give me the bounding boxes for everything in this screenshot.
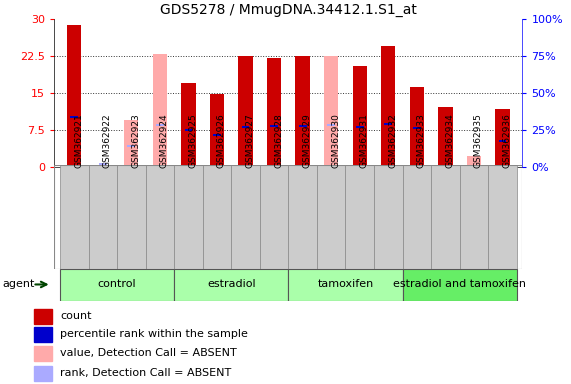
Bar: [345, 165, 374, 269]
Bar: [260, 165, 288, 269]
Text: GSM362921: GSM362921: [74, 114, 83, 168]
Text: count: count: [61, 311, 92, 321]
Text: percentile rank within the sample: percentile rank within the sample: [61, 329, 248, 339]
Bar: [70, 116, 78, 118]
Bar: [374, 165, 403, 269]
Bar: [34, 327, 53, 342]
Bar: [127, 146, 135, 147]
Bar: [146, 165, 174, 269]
Bar: [270, 125, 278, 127]
Bar: [496, 109, 510, 167]
Bar: [288, 270, 403, 301]
Bar: [413, 127, 421, 129]
Bar: [317, 165, 345, 269]
Bar: [467, 156, 481, 167]
Bar: [356, 126, 364, 127]
Bar: [203, 165, 231, 269]
Text: GSM362930: GSM362930: [331, 113, 340, 168]
Text: control: control: [98, 280, 136, 290]
Bar: [231, 165, 260, 269]
Bar: [153, 54, 167, 167]
Bar: [34, 309, 53, 324]
Bar: [89, 165, 117, 269]
Bar: [213, 134, 221, 136]
Text: GSM362929: GSM362929: [303, 114, 312, 168]
Bar: [403, 270, 517, 301]
Text: GSM362923: GSM362923: [131, 114, 140, 168]
Bar: [410, 87, 424, 167]
Text: GSM362922: GSM362922: [103, 114, 112, 168]
Text: estradiol and tamoxifen: estradiol and tamoxifen: [393, 280, 526, 290]
Bar: [174, 165, 203, 269]
Bar: [239, 56, 253, 167]
Text: agent: agent: [3, 280, 35, 290]
Bar: [381, 46, 395, 167]
Bar: [403, 165, 431, 269]
Text: GSM362925: GSM362925: [188, 114, 198, 168]
Bar: [327, 124, 335, 126]
Text: GSM362934: GSM362934: [445, 114, 455, 168]
Bar: [384, 123, 392, 125]
Bar: [60, 165, 89, 269]
Bar: [156, 124, 164, 126]
Bar: [488, 165, 517, 269]
Text: GSM362931: GSM362931: [360, 113, 369, 168]
Bar: [184, 129, 192, 131]
Text: GSM362936: GSM362936: [502, 113, 512, 168]
Bar: [439, 107, 453, 167]
Bar: [324, 56, 338, 167]
Bar: [210, 94, 224, 167]
Text: value, Detection Call = ABSENT: value, Detection Call = ABSENT: [61, 348, 237, 358]
Bar: [353, 66, 367, 167]
Bar: [182, 83, 195, 167]
Bar: [67, 25, 82, 167]
Bar: [460, 165, 488, 269]
Text: estradiol: estradiol: [207, 280, 256, 290]
Bar: [242, 126, 250, 127]
Text: GSM362924: GSM362924: [160, 114, 169, 168]
Bar: [60, 270, 174, 301]
Text: GSM362926: GSM362926: [217, 114, 226, 168]
Title: GDS5278 / MmugDNA.34412.1.S1_at: GDS5278 / MmugDNA.34412.1.S1_at: [160, 3, 417, 17]
Bar: [124, 120, 138, 167]
Text: GSM362928: GSM362928: [274, 114, 283, 168]
Text: tamoxifen: tamoxifen: [317, 280, 373, 290]
Bar: [299, 125, 307, 127]
Text: rank, Detection Call = ABSENT: rank, Detection Call = ABSENT: [61, 368, 232, 378]
Bar: [117, 165, 146, 269]
Bar: [34, 346, 53, 361]
Bar: [296, 56, 310, 167]
Bar: [267, 58, 282, 167]
Text: GSM362927: GSM362927: [246, 114, 255, 168]
Bar: [288, 165, 317, 269]
Bar: [431, 165, 460, 269]
Text: GSM362933: GSM362933: [417, 113, 426, 168]
Bar: [34, 366, 53, 381]
Bar: [99, 163, 107, 164]
Text: GSM362932: GSM362932: [388, 114, 397, 168]
Bar: [174, 270, 288, 301]
Text: GSM362935: GSM362935: [474, 113, 483, 168]
Bar: [498, 141, 506, 142]
